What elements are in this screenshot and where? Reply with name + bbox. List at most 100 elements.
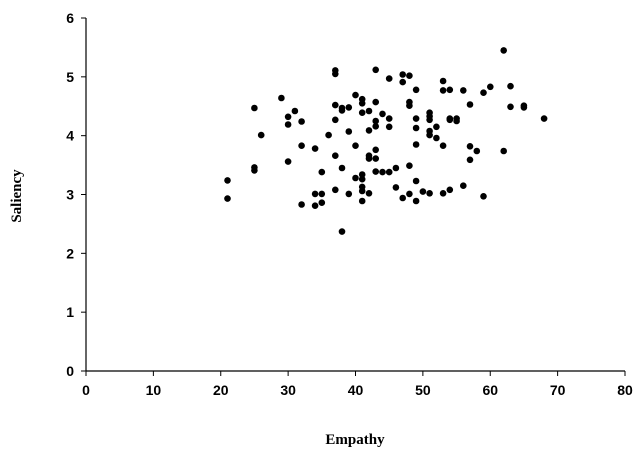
data-point <box>406 162 413 169</box>
data-point <box>412 177 420 185</box>
data-point <box>358 175 366 183</box>
data-point <box>433 123 440 131</box>
data-point <box>352 91 359 99</box>
data-point <box>446 186 454 194</box>
data-point <box>332 186 339 194</box>
data-point <box>385 115 393 122</box>
data-point <box>298 118 305 125</box>
data-point <box>540 115 548 122</box>
y-axis-title: Saliency <box>9 169 25 223</box>
data-point <box>372 117 380 125</box>
data-point <box>426 190 433 197</box>
data-point <box>372 98 380 106</box>
data-point <box>338 107 346 114</box>
data-point <box>439 142 447 149</box>
data-point <box>345 190 353 198</box>
data-point <box>460 182 467 189</box>
data-point <box>466 143 474 150</box>
x-tick-label: 0 <box>82 382 90 398</box>
data-point <box>311 190 319 198</box>
data-point <box>433 134 440 142</box>
data-point <box>466 101 474 108</box>
data-point <box>358 197 366 205</box>
data-point <box>406 190 413 198</box>
data-point <box>412 86 420 94</box>
data-point <box>466 156 474 164</box>
data-point <box>284 113 292 121</box>
data-point <box>345 104 353 111</box>
x-tick-label: 40 <box>348 382 364 398</box>
data-point <box>385 75 393 82</box>
data-point <box>338 228 346 235</box>
data-point <box>487 83 494 91</box>
data-point <box>426 131 433 139</box>
data-point <box>480 89 487 96</box>
data-point <box>318 168 326 176</box>
data-point <box>385 168 393 176</box>
data-point <box>406 72 413 79</box>
data-point <box>358 109 366 116</box>
data-point <box>224 195 231 202</box>
data-point <box>520 104 528 111</box>
data-point <box>352 142 359 149</box>
data-point <box>480 193 487 200</box>
data-point <box>439 87 447 94</box>
data-point <box>412 197 420 205</box>
data-point <box>446 116 454 124</box>
y-tick-label: 2 <box>66 245 74 261</box>
data-point <box>392 164 400 172</box>
y-tick-label: 0 <box>66 363 74 379</box>
data-point <box>372 66 380 74</box>
data-point <box>439 77 447 85</box>
data-point <box>507 82 514 90</box>
x-tick-label: 80 <box>617 382 633 398</box>
x-tick-label: 10 <box>146 382 162 398</box>
data-point <box>332 101 339 109</box>
data-point <box>332 152 339 159</box>
data-point <box>278 94 285 102</box>
data-point <box>298 201 305 208</box>
data-point <box>392 184 400 191</box>
data-point <box>352 174 359 182</box>
data-point <box>372 155 380 162</box>
data-point <box>311 202 319 209</box>
data-point <box>318 199 326 206</box>
x-axis-title: Empathy <box>325 432 385 448</box>
y-tick-label: 5 <box>66 69 74 85</box>
data-point <box>473 147 481 155</box>
data-point <box>358 187 366 195</box>
data-point <box>284 158 292 165</box>
data-point <box>365 107 373 115</box>
data-point <box>412 124 420 132</box>
data-point <box>419 188 427 195</box>
plot-area: 0 10 20 30 40 50 60 70 80 0 1 2 3 4 5 6 <box>66 10 633 398</box>
y-tick-label: 1 <box>66 304 74 320</box>
data-point <box>365 127 373 134</box>
data-point <box>365 190 373 197</box>
x-tick-label: 70 <box>550 382 566 398</box>
data-point <box>311 145 319 152</box>
data-point <box>251 167 258 174</box>
data-point <box>453 117 460 125</box>
data-point <box>332 70 339 78</box>
data-point <box>372 123 380 130</box>
data-point <box>345 128 353 135</box>
data-point <box>500 47 508 54</box>
data-point <box>358 171 366 178</box>
data-point <box>372 146 380 154</box>
data-point <box>372 168 380 175</box>
x-tick-label: 50 <box>415 382 431 398</box>
data-point <box>399 78 407 86</box>
data-point <box>251 104 258 112</box>
data-point <box>500 147 508 155</box>
data-point <box>385 123 393 131</box>
y-tick-label: 3 <box>66 187 74 203</box>
data-point <box>325 131 332 139</box>
data-point <box>412 115 420 122</box>
data-point <box>399 71 407 78</box>
data-point <box>379 168 386 176</box>
x-tick-label: 30 <box>280 382 296 398</box>
y-axis-ticks: 0 1 2 3 4 5 6 <box>66 10 86 379</box>
data-point <box>460 87 467 94</box>
